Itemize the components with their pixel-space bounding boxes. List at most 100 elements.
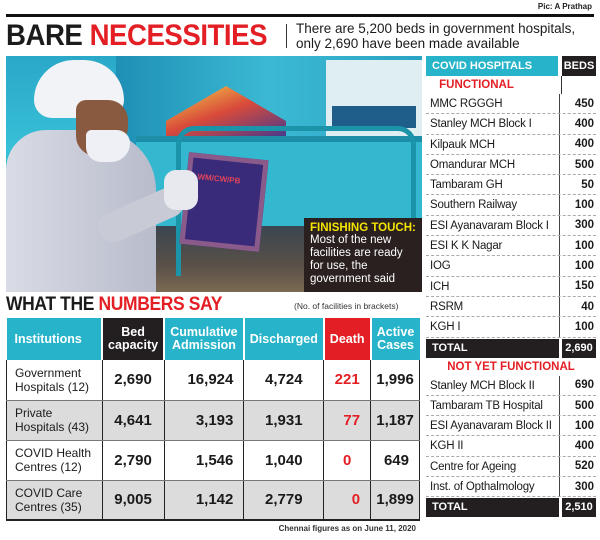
table-row: COVID Health Centres (12) 2,790 1,546 1,… [6, 440, 420, 481]
total-label: TOTAL [426, 498, 559, 518]
cell-death: 77 [323, 400, 372, 441]
functional-list: MMC RGGGH 450 Stanley MCH Block I 400 Kilpau… [426, 94, 596, 338]
col-bed-capacity: Bed capacity [102, 318, 165, 360]
cell-active-cases: 1,899 [370, 480, 420, 521]
hospital-name: ESI Ayanavaram Block I [426, 215, 560, 236]
hospital-row: Centre for Ageing 520 [426, 456, 596, 478]
hospital-row: Southern Railway 100 [426, 195, 596, 216]
hospital-name: Stanley MCH Block II [426, 375, 560, 395]
hospital-name: KGH II [426, 436, 560, 456]
cell-discharged: 4,724 [243, 360, 325, 401]
hospital-name: ESI Ayanavaram Block II [426, 416, 560, 436]
cell-institution: COVID Health Centres (12) [6, 440, 103, 481]
hospital-beds: 150 [574, 280, 594, 293]
functional-label: FUNCTIONAL [426, 76, 562, 94]
hospital-beds: 400 [574, 440, 594, 453]
subhead-line1: There are 5,200 beds in government hospi… [296, 21, 576, 36]
hospital-beds: 100 [574, 419, 594, 432]
hospital-beds: 690 [574, 379, 594, 392]
hospital-beds: 500 [574, 399, 594, 412]
hospital-name: Omandurar MCH [426, 154, 560, 175]
cell-bed-capacity: 2,790 [102, 440, 165, 481]
cell-cumulative-admission: 16,924 [164, 360, 245, 401]
hospital-row: Stanley MCH Block I 400 [426, 114, 596, 135]
cell-active-cases: 649 [370, 440, 420, 481]
covid-hospitals-panel: COVID HOSPITALS BEDS FUNCTIONAL MMC RGGG… [426, 56, 596, 518]
not-functional-label: NOT YET FUNCTIONAL [447, 360, 575, 373]
cell-institution: Private Hospitals (43) [6, 400, 103, 441]
hospital-row: Omandurar MCH 500 [426, 154, 596, 176]
numbers-table: Institutions Bed capacity Cumulative Adm… [6, 318, 420, 521]
headline: BARE NECESSITIES [6, 19, 290, 53]
col-institutions: Institutions [6, 318, 104, 360]
hospital-name: ICH [426, 276, 560, 296]
hospital-name: Southern Railway [426, 195, 560, 215]
cell-death: 221 [323, 360, 372, 401]
hospital-row: IOG 100 [426, 256, 596, 277]
hospital-row: Kilpauk MCH 400 [426, 134, 596, 155]
hospital-row: MMC RGGGH 450 [426, 94, 596, 115]
covid-hospitals-header: COVID HOSPITALS BEDS [426, 56, 596, 76]
table-row: Private Hospitals (43) 4,641 3,193 1,931… [6, 400, 420, 441]
cell-discharged: 1,931 [243, 400, 325, 441]
table-row: COVID Care Centres (35) 9,005 1,142 2,77… [6, 480, 420, 521]
hospital-row: ESI Ayanavaram Block I 300 [426, 215, 596, 237]
covid-hospitals-title: COVID HOSPITALS [426, 56, 558, 76]
hospital-name: IOG [426, 256, 560, 276]
hospital-beds: 450 [574, 97, 594, 110]
headline-part2: NECESSITIES [89, 19, 268, 52]
hospital-name: Tambaram GH [426, 175, 560, 195]
hospital-name: KGH I [426, 317, 560, 337]
total-value: 2,690 [562, 338, 596, 358]
hospital-row: KGH I 100 [426, 317, 596, 338]
hospital-beds: 500 [574, 158, 594, 171]
hospital-row: ICH 150 [426, 276, 596, 297]
hospital-name: MMC RGGGH [426, 94, 560, 114]
cell-cumulative-admission: 1,142 [164, 480, 245, 521]
hospital-name: RSRM [426, 296, 560, 317]
photo-caption: FINISHING TOUCH: Most of the new facilit… [304, 218, 422, 292]
cell-active-cases: 1,996 [370, 360, 420, 401]
hospital-name: Inst. of Opthalmology [426, 477, 560, 497]
hospital-name: Centre for Ageing [426, 456, 560, 477]
hospital-name: Stanley MCH Block I [426, 114, 560, 134]
photo-worker [6, 60, 198, 292]
col-active-cases: Active Cases [370, 318, 420, 360]
col-death: Death [323, 318, 372, 360]
subheadline: There are 5,200 beds in government hospi… [296, 21, 575, 51]
not-functional-list: Stanley MCH Block II 690 Tambaram TB Hospi… [426, 375, 596, 498]
cell-cumulative-admission: 3,193 [164, 400, 245, 441]
beds-header: BEDS [562, 56, 596, 76]
hospital-beds: 400 [574, 138, 594, 151]
hospital-row: KGH II 400 [426, 436, 596, 457]
news-photo: WM/CW/PB FINISHING TOUCH: Most of the ne… [6, 56, 422, 292]
headline-divider [286, 24, 287, 48]
cell-bed-capacity: 9,005 [102, 480, 165, 521]
total-value: 2,510 [562, 498, 596, 518]
top-rule [6, 14, 594, 17]
hospital-row: Inst. of Opthalmology 300 [426, 477, 596, 498]
numbers-section-note: (No. of facilities in brackets) [294, 301, 399, 311]
not-functional-total-row: TOTAL 2,510 [426, 498, 596, 518]
headline-text: BARE NECESSITIES [6, 19, 267, 53]
hospital-beds: 40 [581, 300, 594, 313]
functional-total-row: TOTAL 2,690 [426, 338, 596, 358]
cell-bed-capacity: 2,690 [102, 360, 165, 401]
subhead-line2: only 2,690 have been made available [296, 36, 520, 51]
footnote: Chennai figures as on June 11, 2020 [278, 524, 416, 533]
cell-cumulative-admission: 1,546 [164, 440, 245, 481]
cell-bed-capacity: 4,641 [102, 400, 165, 441]
hospital-beds: 300 [574, 219, 594, 232]
caption-title: FINISHING TOUCH: [310, 222, 416, 234]
hospital-name: Tambaram TB Hospital [426, 395, 560, 416]
hospital-beds: 520 [574, 460, 594, 473]
hospital-row: Tambaram TB Hospital 500 [426, 395, 596, 417]
cell-discharged: 2,779 [243, 480, 325, 521]
table-row: Government Hospitals (12) 2,690 16,924 4… [6, 360, 420, 401]
cell-institution: COVID Care Centres (35) [6, 480, 103, 521]
hospital-row: ESI Ayanavaram Block II 100 [426, 416, 596, 437]
cell-discharged: 1,040 [243, 440, 325, 481]
table-header-row: Institutions Bed capacity Cumulative Adm… [6, 318, 420, 360]
hospital-beds: 50 [581, 178, 594, 191]
col-cumulative-admission: Cumulative Admission [164, 318, 245, 360]
